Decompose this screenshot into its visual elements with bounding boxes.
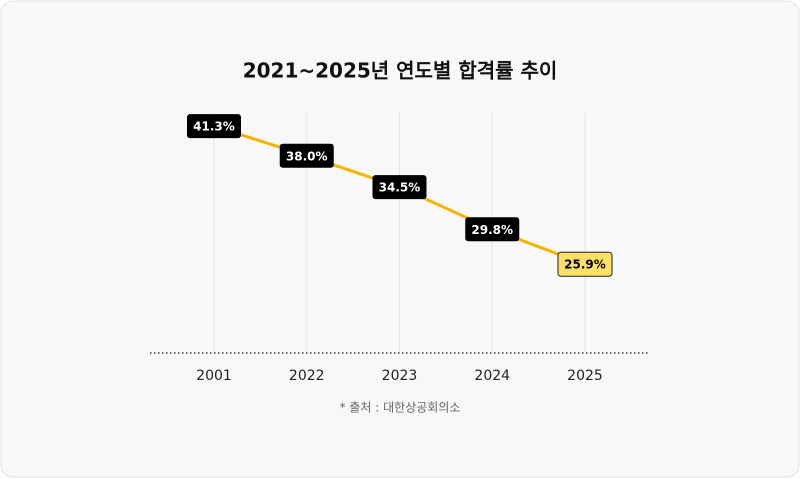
- value-label: 41.3%: [193, 120, 235, 134]
- chart-title: 2021~2025년 연도별 합격률 추이: [243, 59, 558, 83]
- x-tick-label: 2025: [567, 368, 603, 384]
- x-tick-label: 2001: [196, 368, 232, 384]
- value-label-box: [279, 143, 334, 168]
- value-label-box: [372, 175, 427, 200]
- value-label-box: [187, 114, 241, 139]
- value-label: 34.5%: [379, 181, 421, 195]
- x-tick-label: 2024: [474, 368, 510, 384]
- value-label: 38.0%: [286, 149, 328, 163]
- value-label-box: [465, 217, 520, 242]
- x-tick-label: 2022: [289, 368, 325, 384]
- source-note: * 출처 : 대한상공회의소: [340, 401, 461, 415]
- value-label: 29.8%: [471, 223, 513, 237]
- x-tick-label: 2023: [382, 368, 418, 384]
- value-label: 25.9%: [564, 258, 606, 272]
- value-label-box: [557, 251, 613, 277]
